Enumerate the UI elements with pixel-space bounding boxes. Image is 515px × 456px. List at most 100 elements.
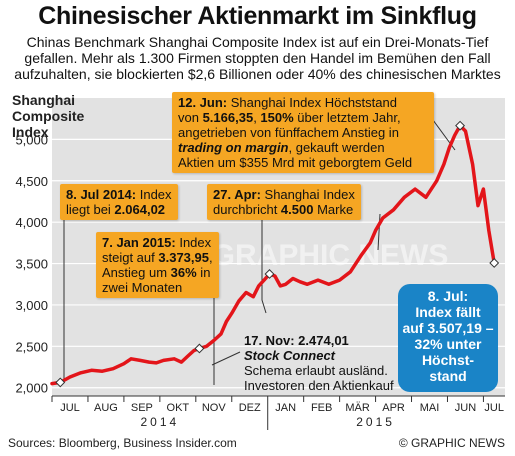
data-point [317, 279, 319, 281]
annotation-date: 27. Apr: [213, 187, 261, 202]
data-point [443, 163, 445, 165]
annotation-text: Aktien um $355 Mrd mit geborgtem Geld [178, 155, 413, 170]
annotation-text: von [178, 110, 203, 125]
annotation-text: in [196, 265, 211, 280]
data-point [339, 279, 341, 281]
x-tick-label: NOV [202, 402, 227, 414]
credit-note: © GRAPHIC NEWS [398, 436, 505, 450]
data-point [488, 229, 490, 232]
data-point [69, 376, 71, 378]
annotation-text: Index [136, 187, 172, 202]
data-point [173, 358, 175, 360]
x-tick-label: AUG [94, 402, 118, 414]
y-tick-label: 4,000 [15, 215, 48, 230]
annotation-text: Investoren den Aktienkauf [244, 378, 394, 393]
annotation-jan7: 7. Jan 2015: Index steigt auf 3.373,95, … [96, 232, 219, 298]
data-point [349, 271, 352, 273]
data-point [477, 205, 479, 207]
data-point [162, 359, 165, 362]
key-point-marker [264, 269, 275, 279]
callout-jul8: 8. Jul: Index fällt auf 3.507,19 – 32% u… [398, 284, 498, 392]
annotation-connector [261, 214, 267, 314]
data-point [148, 361, 150, 363]
annotation-text: Schema erlaubt ausländ. [244, 363, 388, 378]
data-point [213, 339, 215, 342]
data-point [274, 275, 276, 277]
annotation-text: Index [175, 235, 212, 250]
x-tick-label: APR [382, 402, 405, 414]
data-point [80, 372, 82, 374]
annotation-value: 2.064,02 [114, 202, 166, 217]
year-label: 2014 [141, 415, 180, 429]
data-point [155, 362, 157, 364]
x-tick-label: FEB [311, 402, 332, 414]
data-point [205, 345, 208, 347]
annotation-text: liegt bei [66, 202, 115, 217]
annotation-text: angetrieben von fünffachem Anstieg in [178, 125, 399, 140]
watermark: GRAPHIC NEWS [212, 239, 449, 272]
annotation-jul8-2014: 8. Jul 2014: Index liegt bei 2.064,02 [60, 184, 178, 220]
data-point [90, 369, 93, 371]
annotation-text: zwei Monaten [102, 280, 183, 295]
x-tick-label: SEP [131, 402, 153, 414]
key-point-marker [55, 377, 66, 388]
annotation-text: durchbricht [213, 202, 281, 217]
data-point [101, 370, 103, 372]
data-point [425, 196, 427, 198]
callout-line: Index fällt [415, 304, 481, 320]
y-tick-label: 2,000 [15, 381, 48, 396]
data-point [436, 180, 438, 182]
data-point [306, 283, 308, 285]
annotation-text: steigt auf [102, 250, 159, 265]
annotation-date: 7. Jan 2015: [102, 235, 176, 250]
annotation-text: Shanghai Index Höchststand [227, 95, 397, 110]
data-point [464, 130, 467, 132]
annotation-value: 3.373,95 [158, 250, 209, 265]
annotation-text: , [208, 250, 213, 265]
annotation-date: 12. Jun: [178, 95, 228, 110]
x-tick-label: JUN [455, 402, 476, 414]
data-point [231, 312, 233, 314]
callout-line: stand [429, 368, 467, 384]
annotation-text: , [253, 110, 261, 125]
annotation-text: über letztem Jahr, [293, 110, 401, 125]
annotation-connector [211, 351, 241, 366]
subtitle-line: gefallen. Mehr als 1.300 Firmen stoppten… [24, 50, 491, 66]
data-point [392, 209, 395, 211]
subtitle-line: Chinas Benchmark Shanghai Composite Inde… [26, 34, 489, 50]
data-point [374, 229, 377, 232]
data-point [51, 382, 53, 385]
y-tick-label: 2,500 [15, 339, 48, 354]
annotation-value: 36% [170, 265, 197, 280]
x-tick-label: JAN [275, 402, 296, 414]
annotation-value: 4.500 [280, 202, 314, 217]
annotation-nov17: 17. Nov: 2.474,01 Stock Connect Schema e… [244, 333, 394, 393]
annotation-emphasis: trading on margin [178, 140, 289, 155]
data-point [454, 134, 456, 136]
callout-line: 32% unter [414, 336, 482, 352]
data-point [369, 242, 371, 244]
data-point [279, 285, 281, 287]
annotation-emphasis: Stock Connect [244, 348, 336, 363]
data-point [123, 363, 125, 365]
annotation-date: 17. Nov: 2.474,01 [244, 333, 349, 348]
annotation-apr27: 27. Apr: Shanghai Index durchbricht 4.50… [207, 184, 361, 220]
annotation-text: Marke [313, 202, 354, 217]
key-point-marker [194, 343, 205, 354]
data-point [238, 300, 240, 302]
data-point [360, 254, 362, 256]
data-point [252, 296, 254, 298]
y-axis-label: Shanghai Composite Index [12, 92, 84, 140]
data-point [193, 349, 195, 352]
y-tick-label: 5,000 [15, 132, 48, 147]
annotation-text: Anstieg um [102, 265, 171, 280]
source-note: Sources: Bloomberg, Business Insider.com [8, 436, 237, 450]
y-tick-label: 3,000 [15, 298, 48, 313]
data-point [292, 277, 294, 280]
x-tick-label: JUL [484, 402, 504, 414]
data-point [180, 361, 183, 363]
y-axis-label-line: Index [12, 124, 49, 140]
data-point [263, 279, 265, 281]
year-label: 2015 [356, 415, 395, 429]
